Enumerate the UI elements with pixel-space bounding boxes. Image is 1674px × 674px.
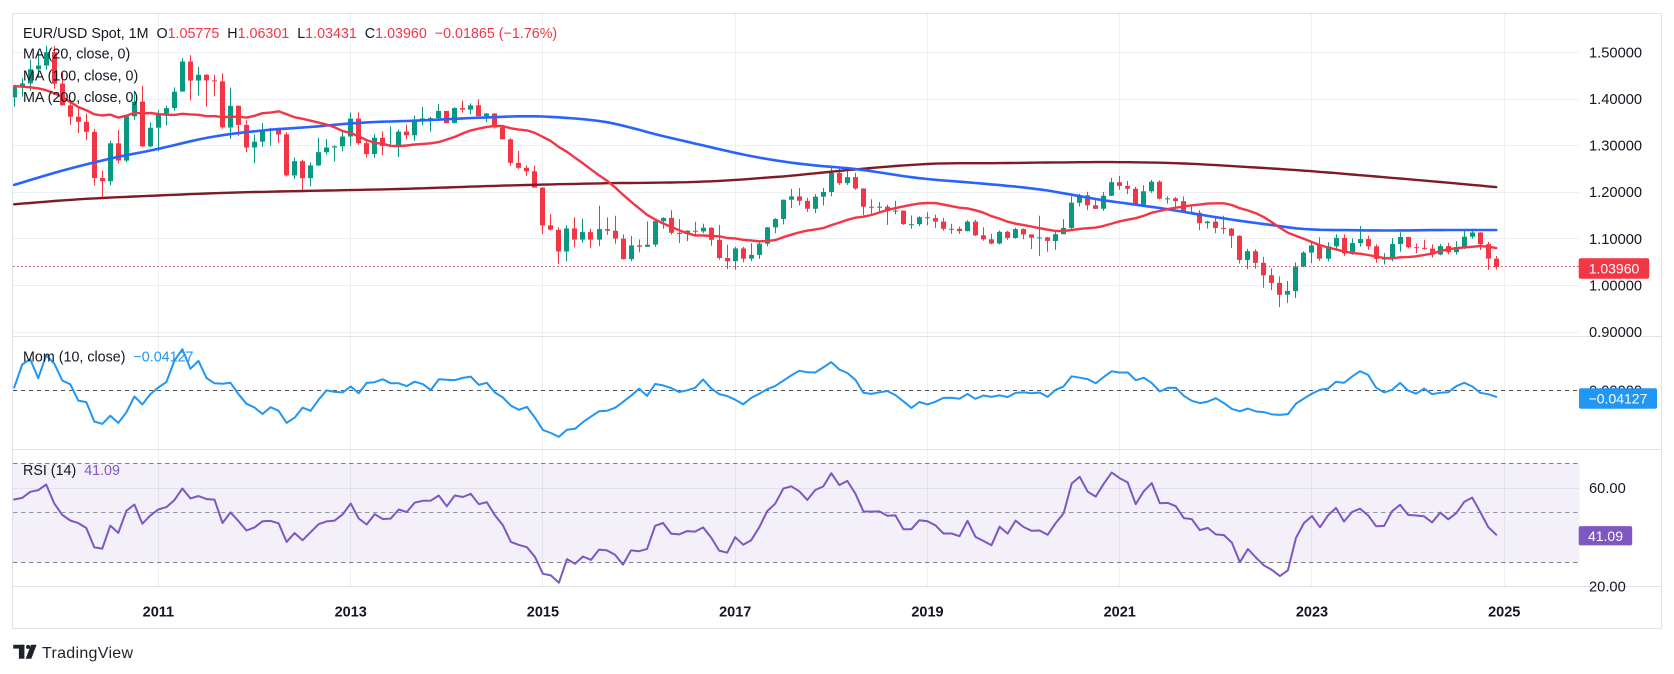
svg-text:1.20000: 1.20000 — [1589, 185, 1642, 201]
svg-text:2011: 2011 — [143, 605, 174, 621]
svg-text:0.90000: 0.90000 — [1589, 325, 1642, 341]
svg-text:1.40000: 1.40000 — [1589, 92, 1642, 108]
svg-text:1.03960: 1.03960 — [1589, 260, 1640, 276]
svg-text:1.50000: 1.50000 — [1589, 45, 1642, 61]
svg-text:Mom (10, close) −0.04127: Mom (10, close) −0.04127 — [23, 350, 194, 366]
svg-text:1.00000: 1.00000 — [1589, 278, 1642, 294]
svg-text:2025: 2025 — [1488, 605, 1520, 621]
svg-text:EUR/USD Spot, 1M O1.05775 H1: EUR/USD Spot, 1M O1.05775 H1.06301 L1.03… — [23, 26, 557, 42]
svg-text:1.10000: 1.10000 — [1589, 232, 1642, 248]
svg-text:41.09: 41.09 — [1588, 528, 1623, 544]
svg-text:MA (200, close, 0): MA (200, close, 0) — [23, 90, 138, 106]
svg-text:MA (20, close, 0): MA (20, close, 0) — [23, 47, 130, 63]
svg-text:1.30000: 1.30000 — [1589, 139, 1642, 155]
svg-text:2019: 2019 — [911, 605, 943, 621]
svg-text:RSI (14) 41.09: RSI (14) 41.09 — [23, 463, 120, 479]
svg-text:2021: 2021 — [1104, 605, 1136, 621]
svg-text:−0.04127: −0.04127 — [1589, 390, 1648, 406]
svg-text:60.00: 60.00 — [1589, 481, 1626, 497]
svg-text:MA (100, close, 0): MA (100, close, 0) — [23, 68, 138, 84]
svg-text:TradingView: TradingView — [42, 645, 133, 662]
svg-text:2013: 2013 — [335, 605, 367, 621]
svg-text:2017: 2017 — [719, 605, 751, 621]
svg-text:20.00: 20.00 — [1589, 580, 1626, 596]
svg-text:2023: 2023 — [1296, 605, 1328, 621]
svg-text:2015: 2015 — [527, 605, 559, 621]
